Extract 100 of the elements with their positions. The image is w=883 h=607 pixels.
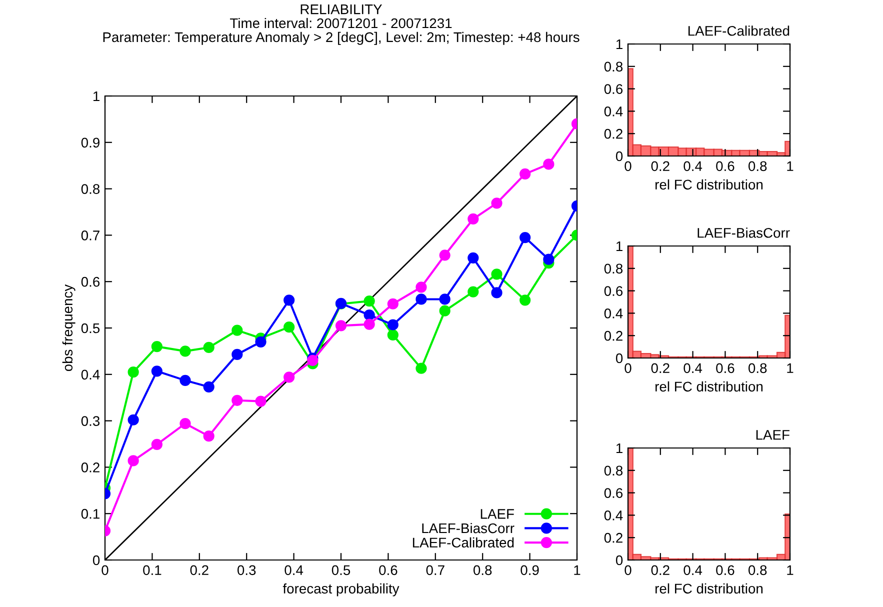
point bbox=[491, 198, 502, 209]
point bbox=[439, 294, 450, 305]
point bbox=[520, 168, 531, 180]
point bbox=[180, 374, 191, 386]
x-tick-label: 0.2 bbox=[651, 363, 670, 374]
point bbox=[543, 158, 554, 170]
y-tick-label: 0.5 bbox=[81, 323, 100, 334]
x-tick-label: 0.8 bbox=[748, 363, 767, 374]
point bbox=[364, 309, 375, 321]
y-tick-label: 0.4 bbox=[81, 370, 100, 380]
point bbox=[203, 342, 214, 354]
y-tick-label: 0.2 bbox=[604, 128, 622, 139]
point bbox=[128, 414, 139, 426]
x-tick-label: 0.8 bbox=[473, 565, 492, 576]
y-tick-label: 0.2 bbox=[604, 330, 622, 341]
x-tick-label: 0.6 bbox=[716, 161, 734, 172]
point bbox=[151, 438, 162, 450]
point bbox=[255, 396, 266, 407]
point bbox=[520, 294, 531, 306]
x-tick-label: 0.2 bbox=[651, 565, 670, 576]
point bbox=[180, 418, 191, 430]
y-tick-label: 0.1 bbox=[81, 508, 100, 519]
x-tick-label: 0.5 bbox=[332, 565, 350, 576]
y-tick-label: 0.6 bbox=[604, 488, 623, 498]
x-axis-title: rel FC distribution bbox=[656, 381, 763, 392]
point bbox=[491, 287, 502, 298]
x-tick-label: 1 bbox=[787, 565, 794, 575]
point bbox=[387, 319, 398, 330]
y-axis-title: obs frequency bbox=[62, 284, 76, 372]
y-tick-label: 0.8 bbox=[604, 62, 623, 72]
y-tick-label: 0.8 bbox=[81, 184, 100, 194]
point bbox=[335, 320, 347, 332]
y-tick-label: 1 bbox=[616, 39, 622, 50]
point bbox=[151, 366, 162, 377]
point bbox=[232, 324, 243, 336]
point bbox=[468, 286, 479, 298]
chart-title: LAEF-BiasCorr bbox=[698, 228, 790, 238]
x-tick-label: 1 bbox=[787, 363, 794, 373]
y-tick-label: 0.6 bbox=[604, 84, 623, 94]
x-tick-label: 0.4 bbox=[684, 161, 702, 172]
point bbox=[203, 381, 214, 392]
x-tick-label: 0 bbox=[624, 161, 632, 172]
point bbox=[180, 346, 191, 357]
x-tick-label: 0.8 bbox=[748, 161, 767, 172]
chart-subtitle: Time interval: 20071201 - 20071231 Parameter: Temperature Anomaly > 2 [degC], Level: 2m; Timestep: +48 hours bbox=[103, 18, 580, 45]
point bbox=[203, 430, 214, 442]
x-tick-label: 0 bbox=[624, 565, 632, 576]
x-tick-label: 0.3 bbox=[237, 565, 256, 576]
point bbox=[387, 298, 398, 310]
x-tick-label: 0 bbox=[624, 363, 632, 374]
x-tick-label: 0.7 bbox=[426, 565, 444, 576]
x-tick-label: 0.6 bbox=[379, 565, 398, 576]
legend-label: LAEF-BiasCorr bbox=[422, 522, 514, 534]
point bbox=[255, 336, 266, 348]
point bbox=[387, 329, 398, 341]
x-tick-label: 0.4 bbox=[284, 565, 304, 576]
point bbox=[439, 305, 450, 316]
y-tick-label: 0.9 bbox=[81, 138, 100, 148]
x-tick-label: 0 bbox=[102, 565, 108, 576]
y-tick-label: 1 bbox=[616, 443, 622, 454]
y-tick-label: 0.6 bbox=[81, 276, 100, 287]
chart-title: RELIABILITY bbox=[300, 4, 382, 14]
y-tick-label: 0.3 bbox=[81, 416, 100, 426]
x-axis-title: rel FC distribution bbox=[656, 179, 763, 190]
chart-title: LAEF bbox=[756, 430, 790, 440]
point bbox=[128, 455, 139, 466]
x-tick-label: 0.8 bbox=[748, 565, 767, 576]
y-tick-label: 0.8 bbox=[604, 466, 623, 476]
y-tick-label: 1 bbox=[93, 91, 100, 102]
y-tick-label: 0 bbox=[616, 353, 623, 364]
point bbox=[284, 294, 295, 306]
point bbox=[491, 268, 502, 280]
x-tick-label: 0.2 bbox=[651, 161, 670, 172]
x-tick-label: 1 bbox=[574, 565, 580, 575]
legend-label: LAEF bbox=[480, 509, 514, 519]
point bbox=[232, 348, 243, 360]
point bbox=[151, 341, 162, 352]
y-tick-label: 0.8 bbox=[604, 264, 623, 274]
y-tick-label: 0 bbox=[92, 555, 100, 566]
y-tick-label: 0.4 bbox=[604, 308, 623, 318]
legend-label: LAEF-Calibrated bbox=[412, 537, 514, 548]
x-tick-label: 0.6 bbox=[716, 363, 734, 374]
point bbox=[284, 372, 295, 383]
point bbox=[520, 232, 531, 244]
x-tick-label: 1 bbox=[787, 161, 794, 171]
x-tick-label: 0.4 bbox=[684, 363, 702, 374]
point bbox=[307, 354, 318, 366]
y-tick-label: 0.2 bbox=[604, 532, 622, 543]
x-axis-title: forecast probability bbox=[282, 583, 400, 596]
x-tick-label: 0.1 bbox=[143, 565, 162, 576]
y-tick-label: 0.6 bbox=[604, 286, 623, 296]
y-tick-label: 0 bbox=[616, 555, 623, 566]
point bbox=[128, 366, 139, 378]
point bbox=[468, 252, 479, 264]
y-tick-label: 1 bbox=[616, 241, 622, 252]
y-tick-label: 0.4 bbox=[604, 510, 623, 520]
y-tick-label: 0.2 bbox=[81, 462, 100, 472]
x-tick-label: 0.6 bbox=[716, 565, 734, 576]
point bbox=[284, 322, 295, 333]
x-tick-label: 0.9 bbox=[520, 565, 539, 576]
